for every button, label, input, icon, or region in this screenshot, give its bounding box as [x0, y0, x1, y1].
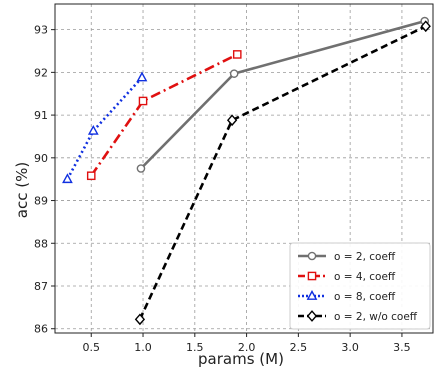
- data-point-marker: [229, 69, 239, 78]
- legend: o = 2, coeff o = 4, coeff o = 8, coeff o = …: [289, 242, 431, 330]
- data-point-marker: [232, 50, 242, 59]
- data-point-marker: [86, 171, 96, 181]
- series-3: [62, 71, 148, 184]
- x-tick-label: 3.0: [341, 341, 359, 354]
- data-point-marker: [136, 164, 146, 173]
- legend-item: o = 2, coeff: [298, 251, 396, 263]
- data-point-marker: [420, 20, 431, 33]
- x-axis-label: params (M): [198, 350, 284, 368]
- data-point-marker: [226, 114, 238, 127]
- legend-box: [289, 242, 431, 330]
- series-4: [134, 20, 431, 326]
- x-tick-label: 2.0: [238, 341, 256, 354]
- y-tick-label: 88: [34, 237, 48, 250]
- y-axis-label: acc (%): [13, 162, 31, 218]
- y-tick-label: 91: [34, 109, 48, 122]
- y-tick-label: 86: [34, 323, 48, 336]
- grid: [55, 4, 433, 333]
- legend-item: o = 4, coeff: [298, 271, 396, 283]
- y-tick-label: 89: [34, 195, 48, 208]
- series-line: [90, 53, 238, 177]
- y-tick-label: 92: [34, 66, 48, 79]
- legend-marker: [306, 290, 318, 300]
- y-tick-label: 87: [34, 280, 48, 293]
- x-tick-label: 1.5: [186, 341, 204, 354]
- series-2: [86, 50, 242, 181]
- axis-ticks: 0.5 1.0 1.5 2.0 2.5 3.0 3.5 86 87 88 89 90 91 92 93: [34, 24, 411, 354]
- plot-frame: [54, 3, 434, 334]
- series-group: [62, 16, 431, 326]
- x-tick-label: 0.5: [82, 341, 100, 354]
- legend-label: o = 4, coeff: [334, 271, 396, 283]
- legend-label: o = 2, coeff: [334, 251, 396, 263]
- legend-item: o = 2, w/o coeff: [298, 310, 418, 323]
- plot-border: [54, 3, 434, 334]
- data-point-marker: [138, 96, 148, 106]
- y-tick-label: 93: [34, 24, 48, 37]
- x-tick-label: 2.5: [290, 341, 308, 354]
- y-tick-label: 90: [34, 152, 48, 165]
- legend-marker: [307, 251, 317, 261]
- x-tick-label: 3.5: [393, 341, 411, 354]
- legend-marker: [306, 310, 318, 322]
- legend-label: o = 8, coeff: [334, 291, 396, 303]
- data-point-marker: [87, 124, 99, 135]
- legend-item: o = 8, coeff: [298, 290, 396, 303]
- data-point-marker: [62, 173, 73, 184]
- x-tick-label: 1.0: [134, 341, 152, 354]
- legend-marker: [307, 271, 317, 281]
- data-point-marker: [134, 313, 146, 326]
- legend-label: o = 2, w/o coeff: [334, 311, 418, 323]
- data-point-marker: [136, 71, 148, 82]
